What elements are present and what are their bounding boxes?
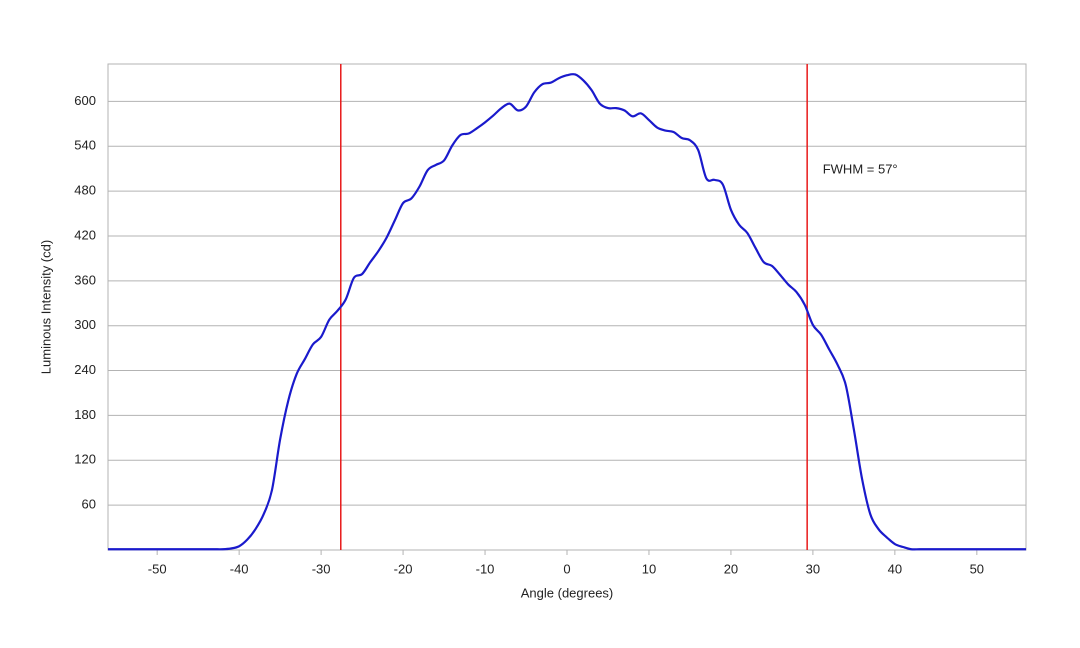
y-tick-label: 540 <box>74 138 96 153</box>
plot-frame <box>107 63 1027 551</box>
y-tick-label: 480 <box>74 183 96 198</box>
annotation: FWHM = 57° <box>823 162 898 177</box>
y-tick-label: 600 <box>74 93 96 108</box>
x-tick-label: -30 <box>312 561 331 576</box>
x-tick-label: -10 <box>476 561 495 576</box>
y-axis-label: Luminous Intensity (cd) <box>38 240 53 374</box>
x-tick-label: -20 <box>394 561 413 576</box>
y-tick-label: 120 <box>74 452 96 467</box>
x-tick-label: 0 <box>563 561 570 576</box>
x-tick-label: -40 <box>230 561 249 576</box>
y-tick-label: 420 <box>74 227 96 242</box>
y-tick-label: 60 <box>82 497 96 512</box>
x-tick-label: -50 <box>148 561 167 576</box>
y-tick-label: 300 <box>74 317 96 332</box>
x-tick-label: 30 <box>806 561 820 576</box>
x-tick-label: 40 <box>888 561 902 576</box>
x-tick-label: 10 <box>642 561 656 576</box>
x-tick-label: 50 <box>970 561 984 576</box>
y-tick-label: 360 <box>74 272 96 287</box>
y-tick-label: 180 <box>74 407 96 422</box>
y-tick-label: 240 <box>74 362 96 377</box>
x-axis-label: Angle (degrees) <box>521 585 614 600</box>
data-line <box>107 73 1026 551</box>
x-tick-label: 20 <box>724 561 738 576</box>
